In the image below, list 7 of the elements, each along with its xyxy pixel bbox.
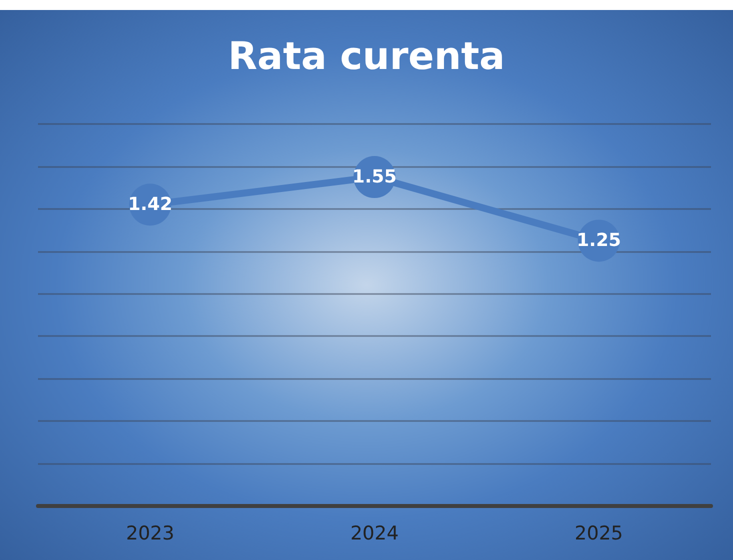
- x-tick-label: 2025: [574, 522, 624, 544]
- data-label: 1.55: [352, 166, 397, 188]
- chart-title: Rata curenta: [228, 34, 505, 78]
- x-tick-label: 2024: [350, 522, 399, 544]
- x-tick-label: 2023: [126, 522, 174, 544]
- data-label: 1.42: [128, 194, 172, 216]
- data-label: 1.25: [576, 230, 622, 252]
